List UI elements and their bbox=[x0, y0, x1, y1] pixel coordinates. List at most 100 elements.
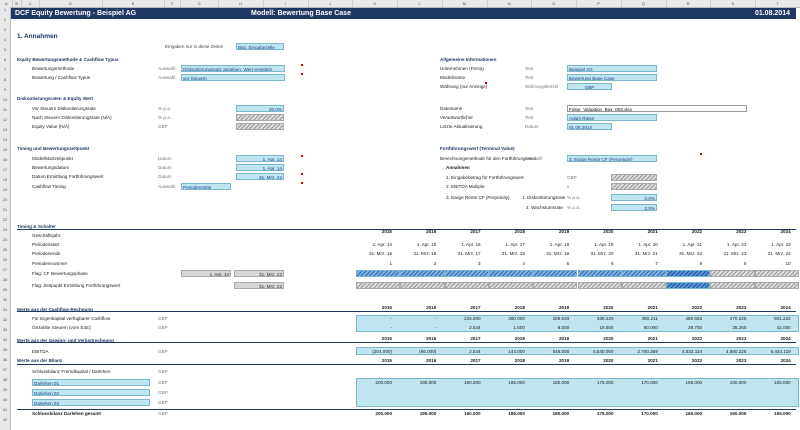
owner-input[interactable]: Adam Riese bbox=[567, 114, 657, 121]
row-number[interactable]: 14 bbox=[2, 138, 8, 142]
input-hint: Eingaben nur in diese Zeilen bbox=[165, 44, 224, 49]
column-letter[interactable]: B bbox=[12, 0, 23, 7]
company-input[interactable]: Beispiel AG bbox=[567, 65, 657, 72]
comment-marker bbox=[301, 173, 303, 175]
row-number[interactable]: 23 bbox=[2, 228, 8, 232]
row-number[interactable]: 27 bbox=[2, 268, 8, 272]
growth-rate-input[interactable]: 2,5% bbox=[611, 204, 657, 211]
column-letter[interactable]: C bbox=[21, 0, 41, 7]
perp-rate-input[interactable]: 0,0% bbox=[611, 194, 657, 201]
column-letter[interactable]: D bbox=[39, 0, 103, 7]
loan-03-label[interactable]: Darlehen 03 bbox=[32, 399, 150, 406]
column-letter[interactable]: R bbox=[666, 0, 712, 7]
column-letter[interactable]: G bbox=[180, 0, 220, 7]
row-number[interactable]: 6 bbox=[3, 58, 7, 62]
year-header: 2023 bbox=[736, 305, 747, 310]
column-letter[interactable]: Q bbox=[621, 0, 667, 7]
column-letter[interactable]: M bbox=[442, 0, 488, 7]
row-number[interactable]: 31 bbox=[2, 308, 8, 312]
row-number[interactable]: 11 bbox=[3, 108, 7, 112]
column-letter[interactable]: T bbox=[755, 0, 800, 7]
period-start: 1. Apr. 16 bbox=[461, 242, 481, 247]
ebitda-value: 2.700.369 bbox=[637, 349, 658, 354]
row-number[interactable]: 12 bbox=[2, 118, 8, 122]
column-letter[interactable]: O bbox=[531, 0, 578, 7]
loan-02-label[interactable]: Darlehen 02 bbox=[32, 389, 150, 396]
row-number[interactable]: 10 bbox=[2, 98, 8, 102]
row-number[interactable]: 18 bbox=[2, 178, 8, 182]
row-number[interactable]: 35 bbox=[2, 348, 8, 352]
model-start-unit: Datum bbox=[158, 156, 172, 161]
row-number[interactable]: 37 bbox=[2, 368, 8, 372]
methods-title: Equity Bewertungsmethode & Cashflow Typu… bbox=[17, 57, 119, 62]
year-header: 2020 bbox=[603, 358, 614, 363]
column-letter[interactable]: K bbox=[352, 0, 399, 7]
pre-tax-rate-input[interactable]: 20,0% bbox=[236, 105, 284, 112]
column-letter[interactable]: E bbox=[102, 0, 166, 7]
cf-type-select[interactable]: vor Steuern bbox=[181, 74, 285, 81]
column-letter[interactable]: S bbox=[710, 0, 757, 7]
ebitda-unit: GBP bbox=[158, 349, 168, 354]
row-number[interactable]: 7 bbox=[3, 68, 7, 72]
row-number[interactable]: 36 bbox=[2, 358, 8, 362]
row-number[interactable]: 32 bbox=[2, 318, 8, 322]
row-number[interactable]: 1 bbox=[3, 8, 7, 12]
year-header: 2016 bbox=[426, 305, 437, 310]
flag-cf-cell bbox=[400, 270, 445, 277]
row-number[interactable]: 38 bbox=[2, 378, 8, 382]
currency-input[interactable]: GBP bbox=[567, 83, 612, 90]
row-number[interactable]: 41 bbox=[2, 408, 8, 412]
column-letter[interactable]: A bbox=[0, 0, 14, 7]
row-number[interactable]: 8 bbox=[3, 78, 7, 82]
row-number[interactable]: 33 bbox=[2, 328, 8, 332]
column-letter[interactable]: P bbox=[576, 0, 622, 7]
row-number[interactable]: 40 bbox=[2, 398, 8, 402]
row-number[interactable]: 17 bbox=[2, 168, 8, 172]
row-number[interactable]: 16 bbox=[2, 158, 8, 162]
model-name-input[interactable]: Bewertung Base Case bbox=[567, 74, 657, 81]
loan-01-label[interactable]: Darlehen 01 bbox=[32, 379, 150, 386]
row-number[interactable]: 21 bbox=[2, 208, 8, 212]
cf-timing-label: Cashflow Timing bbox=[32, 184, 66, 189]
row-number[interactable]: 29 bbox=[2, 288, 8, 292]
row-number[interactable]: 30 bbox=[2, 298, 8, 302]
row-number[interactable]: 4 bbox=[3, 38, 7, 42]
method-select[interactable]: Diskontierungssatz angeben, Wert ermitte… bbox=[181, 65, 285, 72]
loan-01-value: 195.000 bbox=[419, 380, 437, 385]
tv-date-input[interactable]: 31. Mrz. 22 bbox=[236, 173, 284, 180]
valuation-date-input[interactable]: 1. Apr. 14 bbox=[236, 164, 284, 171]
row-number[interactable]: 3 bbox=[3, 28, 7, 32]
ebitda-value: 2.544 bbox=[469, 349, 481, 354]
row-number[interactable]: 22 bbox=[2, 218, 8, 222]
column-letter[interactable]: J bbox=[308, 0, 354, 7]
example-input-cell[interactable]: Bsp. Eingabezelle bbox=[236, 43, 284, 50]
column-letter[interactable]: F bbox=[164, 0, 182, 7]
rates-title: Diskontierungsraten & Equity Wert bbox=[17, 96, 93, 101]
tv-method-select[interactable]: 3. Ewige Rente CF (Perpetuity) bbox=[567, 155, 657, 162]
row-number[interactable]: 5 bbox=[3, 48, 7, 52]
row-number[interactable]: 20 bbox=[2, 198, 8, 202]
column-letter[interactable]: H bbox=[218, 0, 264, 7]
row-number[interactable]: 39 bbox=[2, 388, 8, 392]
fcfe-label: Für Eigenkapital verfügbarer Cashflow bbox=[32, 316, 111, 321]
column-letter[interactable]: N bbox=[487, 0, 533, 7]
filename-input[interactable]: Fintor_Valuation_Box_003.xlsx bbox=[567, 105, 747, 112]
row-number[interactable]: 19 bbox=[2, 188, 8, 192]
row-number[interactable]: 2 bbox=[3, 18, 7, 22]
row-number[interactable]: 28 bbox=[2, 278, 8, 282]
row-number[interactable]: 25 bbox=[2, 248, 8, 252]
row-number[interactable]: 15 bbox=[2, 148, 8, 152]
column-letter[interactable]: L bbox=[397, 0, 443, 7]
year-header: 2016 bbox=[426, 336, 437, 341]
row-number[interactable]: 42 bbox=[2, 418, 8, 422]
row-number[interactable]: 13 bbox=[2, 128, 8, 132]
row-number[interactable]: 26 bbox=[2, 258, 8, 262]
cf-timing-select[interactable]: Periodenmitte bbox=[181, 183, 231, 190]
row-number[interactable]: 34 bbox=[2, 338, 8, 342]
column-letter[interactable]: I bbox=[263, 0, 309, 7]
row-number[interactable]: 9 bbox=[3, 88, 7, 92]
model-start-input[interactable]: 1. Apr. 14 bbox=[236, 155, 284, 162]
row-number[interactable]: 24 bbox=[2, 238, 8, 242]
equity-value-disabled bbox=[236, 123, 284, 130]
last-update-input[interactable]: 01.08.2014 bbox=[567, 123, 612, 130]
